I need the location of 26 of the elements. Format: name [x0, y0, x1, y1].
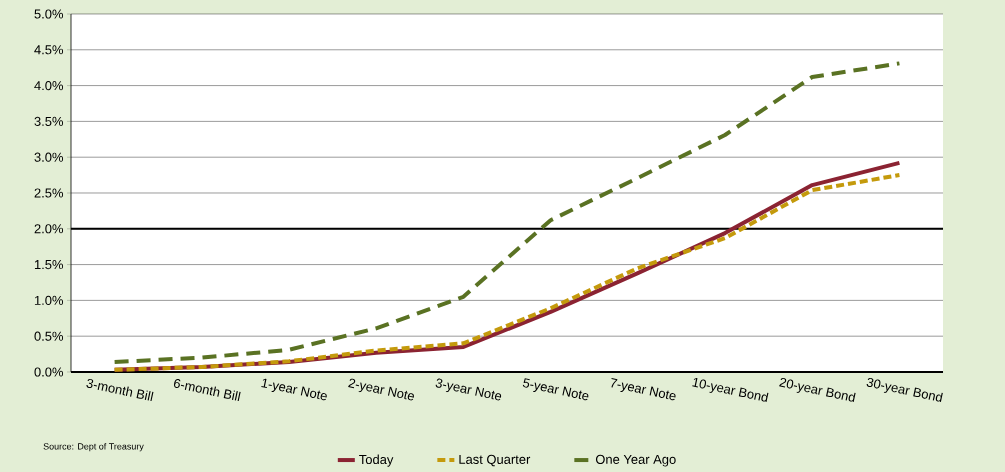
x-tick-label: 1-year Note	[261, 378, 327, 401]
y-tick-label: 4.5%	[34, 45, 64, 55]
x-tick-label: 6-month Bill	[174, 378, 241, 402]
x-tick-label: 30-year Bond	[866, 377, 943, 403]
y-tick-label: 2.0%	[34, 224, 64, 234]
legend-label: Last Quarter	[459, 454, 531, 467]
x-tick-label: 5-year Note	[522, 378, 589, 401]
legend-label: Today	[359, 454, 394, 467]
x-tick-label: 2-year Note	[348, 378, 414, 401]
line-series	[112, 61, 902, 364]
y-tick-label: 5.0%	[34, 9, 64, 19]
y-tick-label: 1.0%	[34, 295, 64, 305]
y-tick-label: 2.5%	[34, 188, 64, 198]
source-note: Source: Dept of Treasury	[43, 443, 144, 452]
y-tick-label: 0.0%	[34, 367, 64, 377]
x-tick-label: 7-year Note	[611, 378, 676, 401]
x-tick-label: 3-month Bill	[86, 378, 154, 402]
legend-label: One Year Ago	[595, 454, 676, 467]
y-tick-label: 3.5%	[34, 116, 64, 126]
x-tick-label: 3-year Note	[435, 378, 502, 401]
x-tick-label: 20-year Bond	[779, 377, 856, 403]
y-tick-label: 4.0%	[34, 81, 64, 91]
y-tick-label: 0.5%	[34, 331, 64, 341]
y-tick-label: 1.5%	[34, 260, 64, 270]
y-tick-label: 3.0%	[34, 152, 64, 162]
x-tick-label: 10-year Bond	[692, 378, 769, 403]
